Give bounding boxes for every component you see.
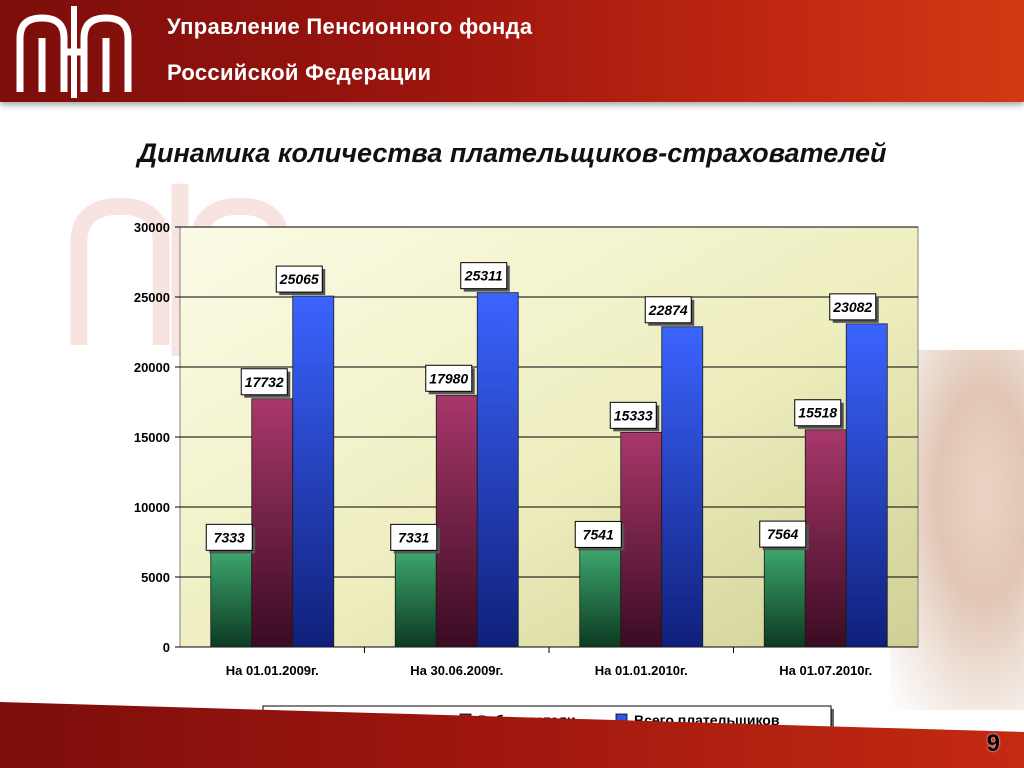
data-label-2-1: 25311 [464,268,503,284]
data-label-box [390,523,438,551]
data-label-box [425,364,473,392]
pfr-logo-icon [16,6,132,98]
data-label-box [759,520,807,548]
data-label-box [829,293,877,321]
y-tick-label: 25000 [134,290,170,305]
data-label-box [794,399,842,427]
org-name-line2: Российской Федерации [167,60,432,85]
bar-1-3 [804,429,847,648]
bar-2-0 [292,295,335,648]
data-label-box [205,523,253,551]
y-tick-label: 10000 [134,500,170,515]
data-label-1-2: 15333 [614,407,653,423]
data-label-box [574,520,622,548]
data-label-0-0: 7333 [214,529,245,545]
bar-1-0 [251,398,294,648]
y-tick-label: 5000 [141,570,170,585]
header-banner: Управление Пенсионного фонда Российской … [0,0,1024,102]
data-label-box [609,401,657,429]
data-label-2-0: 25065 [279,271,319,287]
bar-2-2 [661,326,704,648]
x-tick-label: На 30.06.2009г. [410,663,503,678]
data-label-2-3: 23082 [832,299,872,315]
data-label-2-2: 22874 [648,302,688,318]
org-name-line1: Управление Пенсионного фонда [167,14,533,39]
x-tick-label: На 01.01.2009г. [226,663,319,678]
data-label-box [460,262,508,290]
y-tick-label: 0 [163,640,170,655]
x-tick-label: На 01.01.2010г. [595,663,688,678]
page-number: 9 [986,730,1000,757]
bar-1-2 [620,431,663,648]
y-tick-label: 20000 [134,360,170,375]
data-label-1-0: 17732 [245,374,284,390]
y-tick-label: 30000 [134,220,170,235]
data-label-0-3: 7564 [767,526,798,542]
bar-0-3 [763,540,806,648]
bar-0-0 [210,543,253,648]
y-tick-label: 15000 [134,430,170,445]
bar-0-1 [394,543,437,648]
data-label-1-3: 15518 [798,405,837,421]
x-tick-label: На 01.07.2010г. [779,663,872,678]
data-label-box [240,368,288,396]
bar-2-3 [845,323,888,648]
bar-0-2 [579,541,622,648]
slide-title: Динамика количества плательщиков-страхов… [137,138,887,168]
bar-1-1 [435,394,478,648]
data-label-1-1: 17980 [429,370,468,386]
data-label-0-1: 7331 [398,529,429,545]
data-label-box [275,265,323,293]
data-label-box [644,296,692,324]
data-label-0-2: 7541 [583,526,614,542]
bar-2-1 [476,292,519,648]
